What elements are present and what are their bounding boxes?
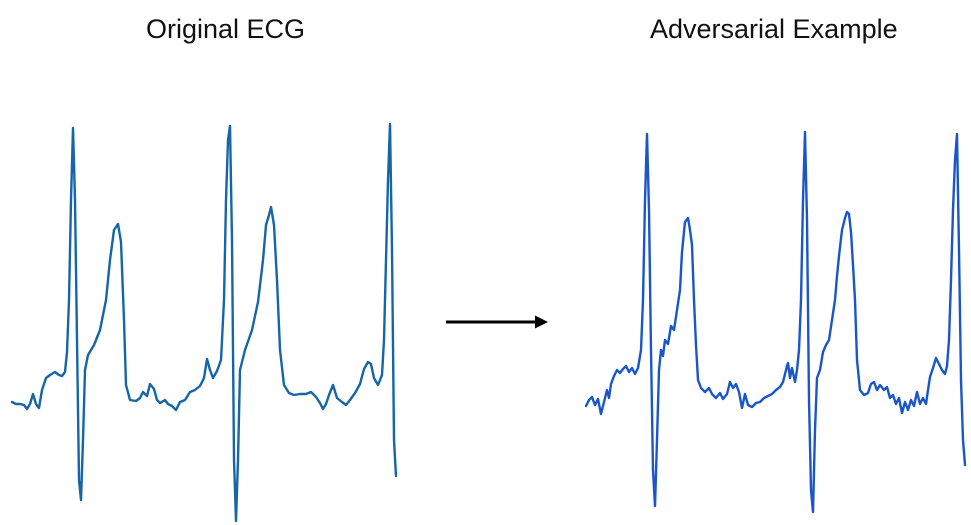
arrow-head-icon xyxy=(535,315,548,329)
adversarial-example-title: Adversarial Example xyxy=(650,14,898,44)
original-ecg-trace xyxy=(10,122,398,523)
original-ecg-title: Original ECG xyxy=(146,14,306,44)
adversarial-ecg-trace xyxy=(584,130,967,514)
